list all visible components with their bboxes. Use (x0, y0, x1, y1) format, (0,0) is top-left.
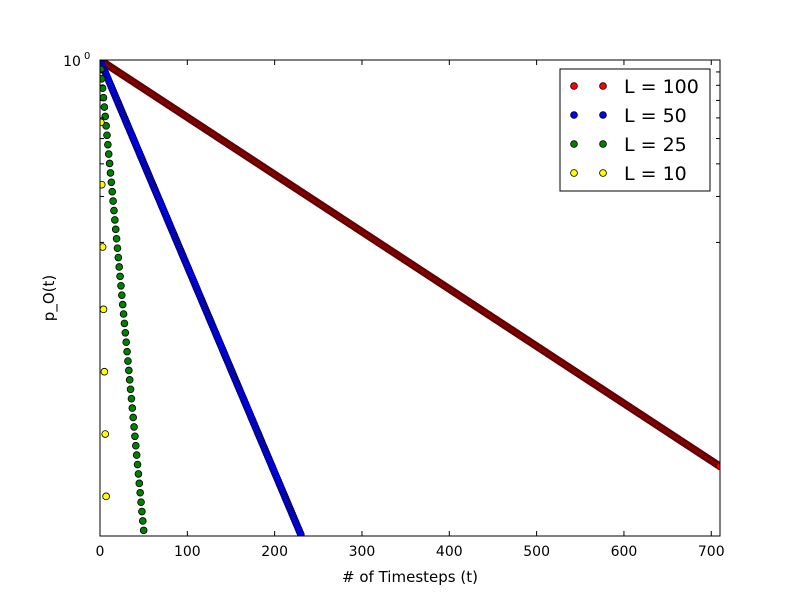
legend-marker (570, 140, 578, 148)
legend-item: L = 50 (570, 105, 687, 127)
data-point (129, 413, 137, 422)
legend-item: L = 25 (570, 134, 687, 156)
data-point (120, 319, 129, 328)
legend: L = 100 L = 50 L = 25 L = 10 (559, 68, 711, 192)
data-point (107, 178, 116, 187)
data-point (124, 357, 132, 365)
data-point (104, 150, 113, 158)
data-point (100, 75, 106, 83)
data-point (128, 404, 137, 412)
y-axis-title: p_O(t) (40, 275, 59, 321)
data-point (138, 517, 147, 525)
data-point (123, 347, 131, 356)
legend-item: L = 10 (570, 163, 687, 185)
legend-marker (570, 169, 578, 177)
data-point (136, 488, 144, 497)
data-point (104, 140, 112, 149)
data-point (135, 479, 144, 488)
data-point (105, 159, 114, 168)
legend-marker (599, 169, 607, 177)
data-point (113, 244, 122, 252)
x-axis-title: # of Timesteps (t) (342, 568, 478, 586)
data-point (101, 430, 110, 438)
data-point (111, 216, 119, 224)
data-point (118, 300, 127, 309)
series-l-100 (100, 60, 720, 471)
data-point (108, 187, 117, 196)
x-tick-label: 600 (611, 544, 638, 560)
data-point (132, 441, 140, 450)
data-point (134, 470, 143, 478)
data-point (137, 498, 145, 506)
series-l-50 (100, 60, 305, 536)
data-point (131, 432, 139, 441)
data-point (101, 112, 110, 121)
data-point (100, 180, 106, 189)
data-point (122, 338, 130, 347)
data-point (130, 423, 138, 431)
legend-label: L = 25 (624, 134, 687, 156)
data-point (103, 131, 111, 140)
legend-label: L = 100 (624, 76, 699, 98)
x-tick-label: 100 (174, 544, 201, 560)
data-point (133, 460, 142, 469)
data-point (100, 118, 105, 127)
data-point (117, 281, 125, 290)
data-point (106, 169, 115, 177)
legend-marker (570, 82, 578, 90)
series-l-25 (100, 65, 148, 535)
data-point (119, 310, 128, 318)
data-point (132, 451, 141, 459)
data-point (100, 305, 108, 314)
x-tick-label: 400 (436, 544, 463, 560)
legend-marker (570, 111, 578, 119)
data-point (102, 492, 110, 501)
data-point (115, 263, 124, 271)
data-point (112, 234, 121, 243)
data-point (111, 225, 120, 234)
legend-item: L = 100 (570, 76, 699, 98)
data-point (125, 376, 134, 384)
data-point (126, 385, 135, 394)
legend-label: L = 50 (624, 105, 687, 127)
x-tick-label: 300 (349, 544, 376, 560)
data-point (118, 291, 126, 299)
plot-frame (99, 59, 721, 537)
legend-label: L = 10 (624, 163, 687, 185)
data-point (297, 530, 305, 536)
data-point (102, 122, 110, 130)
data-point (100, 243, 107, 251)
legend-marker (599, 111, 607, 119)
series-l-10 (100, 118, 110, 501)
data-point (125, 366, 133, 375)
legend-box (559, 68, 711, 192)
axis-ticks (99, 59, 720, 536)
x-tick-label: 0 (96, 544, 105, 560)
y-tick-label-exponent: 0 (84, 51, 90, 62)
data-point (100, 367, 109, 376)
data-point (100, 65, 105, 74)
legend-marker (599, 82, 607, 90)
data-point (139, 526, 148, 535)
data-point (138, 507, 146, 516)
data-points (100, 60, 720, 536)
data-point (114, 253, 123, 262)
y-tick-label: 10 (63, 54, 81, 70)
x-tick-label: 500 (523, 544, 550, 560)
data-point (109, 197, 117, 205)
data-point (127, 394, 136, 403)
data-point (110, 206, 118, 215)
data-point (100, 103, 109, 111)
data-point (116, 272, 124, 281)
x-tick-label: 700 (698, 544, 725, 560)
data-point (121, 329, 130, 337)
x-tick-label: 200 (261, 544, 288, 560)
legend-marker (599, 140, 607, 148)
